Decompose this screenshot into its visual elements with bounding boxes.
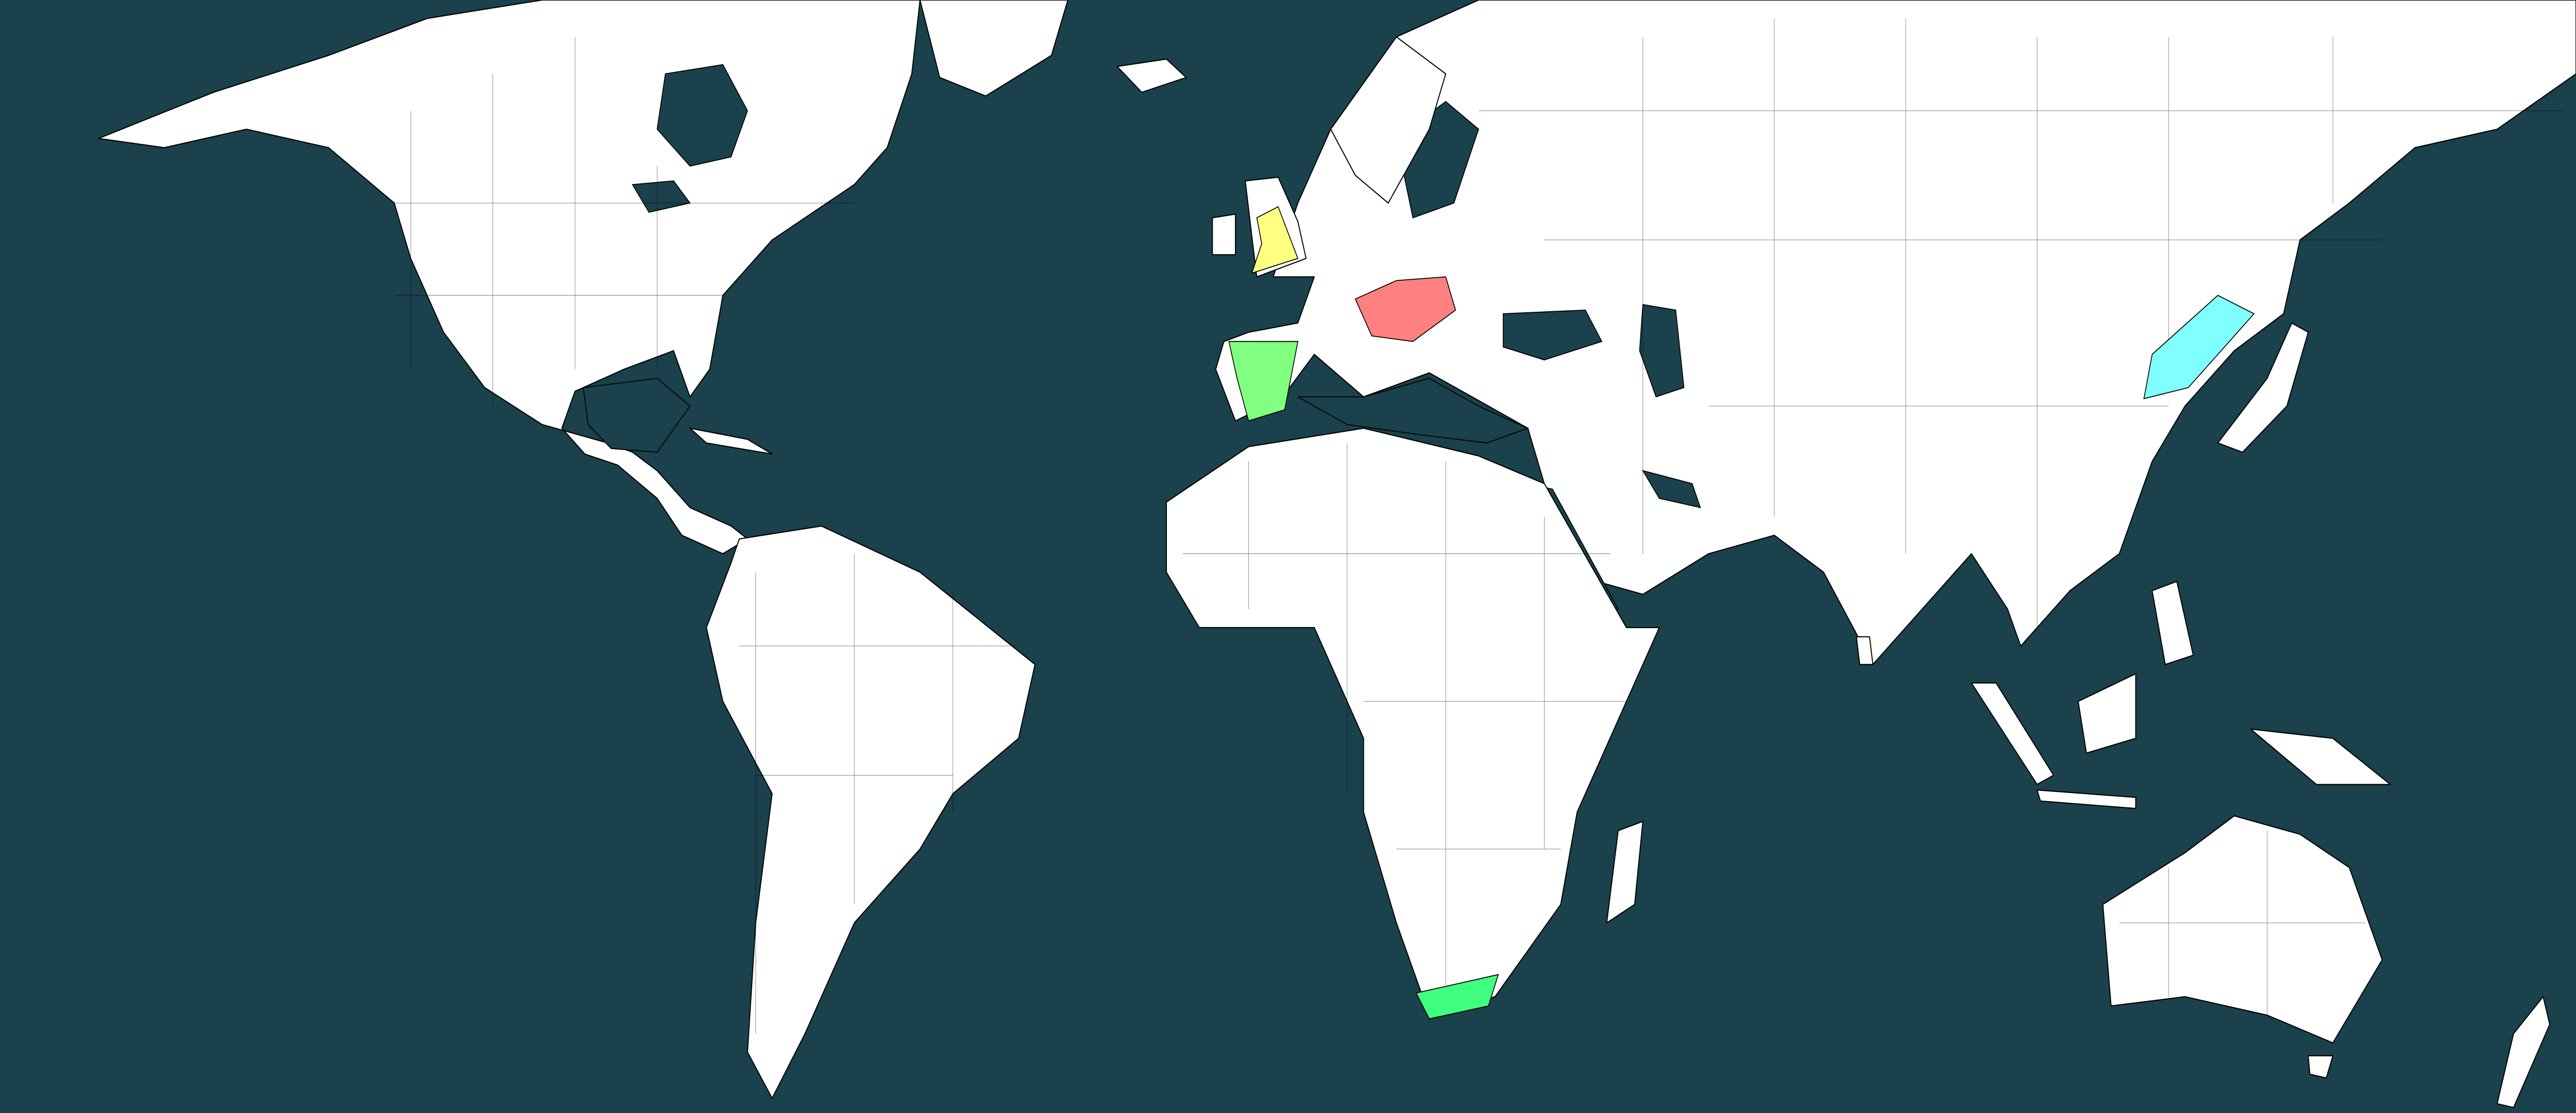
cuba[interactable] — [689, 427, 773, 455]
java[interactable] — [2037, 789, 2137, 810]
new-guinea[interactable] — [2250, 728, 2391, 785]
iceland[interactable] — [1116, 58, 1187, 93]
ireland[interactable] — [1212, 213, 1236, 256]
sri-lanka[interactable] — [1856, 636, 1874, 665]
mediterranean-sea — [1297, 378, 1529, 444]
new-zealand[interactable] — [2496, 996, 2550, 1108]
hudson-bay — [656, 64, 748, 167]
province-borders — [394, 18, 2563, 1034]
region-south-africa[interactable] — [1415, 974, 1499, 1020]
japan[interactable] — [2217, 322, 2309, 453]
caspian-sea — [1639, 304, 1685, 398]
region-england[interactable] — [1251, 206, 1299, 274]
africa[interactable] — [1166, 427, 1660, 1016]
region-manchuria[interactable] — [2143, 295, 2255, 399]
scandinavia[interactable] — [1330, 36, 1447, 204]
gulf-of-mexico — [583, 378, 691, 453]
tasmania[interactable] — [2308, 1055, 2334, 1079]
madagascar[interactable] — [1606, 820, 1643, 924]
region-austria-hungary[interactable] — [1354, 276, 1456, 342]
australia[interactable] — [2102, 815, 2383, 1043]
borneo[interactable] — [2077, 673, 2137, 754]
persian-gulf — [1641, 470, 1701, 509]
greenland[interactable] — [919, 0, 1069, 97]
sumatra[interactable] — [1971, 682, 2054, 785]
philippines[interactable] — [2151, 581, 2194, 665]
region-spain[interactable] — [1228, 341, 1299, 421]
black-sea — [1502, 309, 1603, 361]
